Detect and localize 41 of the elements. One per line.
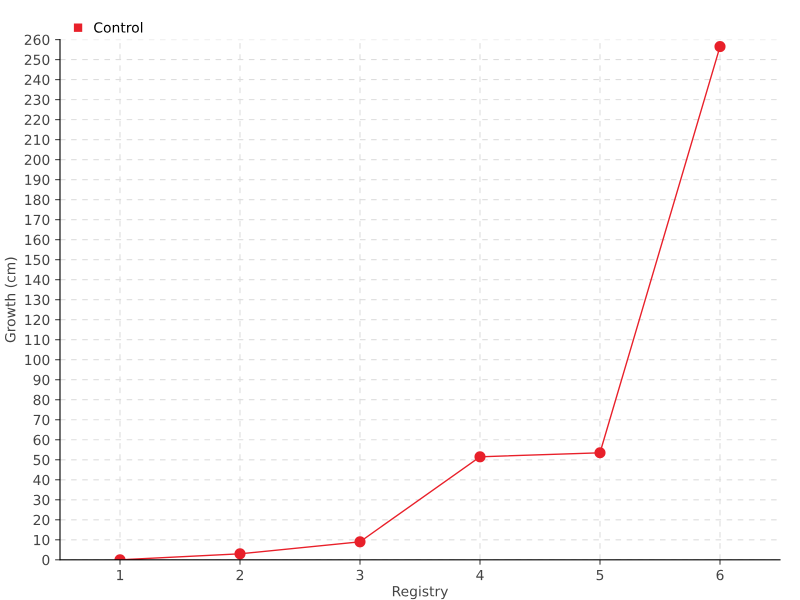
y-tick-label: 70 — [34, 414, 50, 426]
legend-label: Control — [94, 22, 142, 33]
y-tick-label: 90 — [33, 374, 50, 386]
y-tick-label: 10 — [34, 534, 50, 546]
y-axis-title: Growth (cm) — [4, 258, 18, 342]
x-tick-label: 3 — [356, 570, 364, 580]
x-tick-label: 4 — [476, 570, 484, 580]
point — [354, 536, 366, 548]
x-axis-title: Registry — [392, 586, 448, 600]
y-tick-label: 250 — [24, 54, 50, 66]
y-tick-label: 120 — [25, 314, 50, 326]
point — [234, 548, 246, 560]
x-tick-label: 5 — [596, 570, 604, 580]
y-tick-label: 160 — [25, 234, 50, 246]
y-tick-label: 200 — [24, 154, 50, 166]
y-tick-label: 240 — [24, 74, 50, 86]
x-tick-label: 2 — [236, 570, 244, 580]
y-tick-label: 30 — [34, 494, 50, 506]
y-tick-label: 180 — [25, 194, 50, 206]
y-tick-label: 210 — [24, 134, 50, 146]
y-tick-label: 190 — [25, 174, 50, 186]
y-tick-label: 170 — [25, 214, 50, 226]
y-tick-label: 20 — [34, 514, 50, 526]
y-tick-label: 260 — [24, 34, 50, 46]
x-tick-label: 1 — [117, 570, 124, 580]
y-tick-label: 100 — [25, 354, 50, 366]
y-tick-label: 50 — [34, 454, 50, 466]
y-tick-label: 0 — [42, 554, 50, 566]
y-tick-label: 40 — [33, 474, 50, 486]
point — [594, 447, 606, 458]
y-tick-label: 220 — [24, 114, 50, 126]
x-tick-label: 6 — [716, 570, 724, 580]
point — [474, 451, 486, 462]
y-tick-label: 60 — [34, 434, 50, 446]
y-tick-label: 230 — [24, 94, 50, 106]
point — [714, 41, 726, 52]
y-tick-label: 150 — [25, 254, 50, 266]
y-tick-label: 110 — [25, 334, 50, 346]
y-tick-label: 140 — [25, 274, 50, 286]
y-tick-label: 80 — [34, 394, 50, 406]
y-tick-label: 130 — [25, 294, 50, 306]
